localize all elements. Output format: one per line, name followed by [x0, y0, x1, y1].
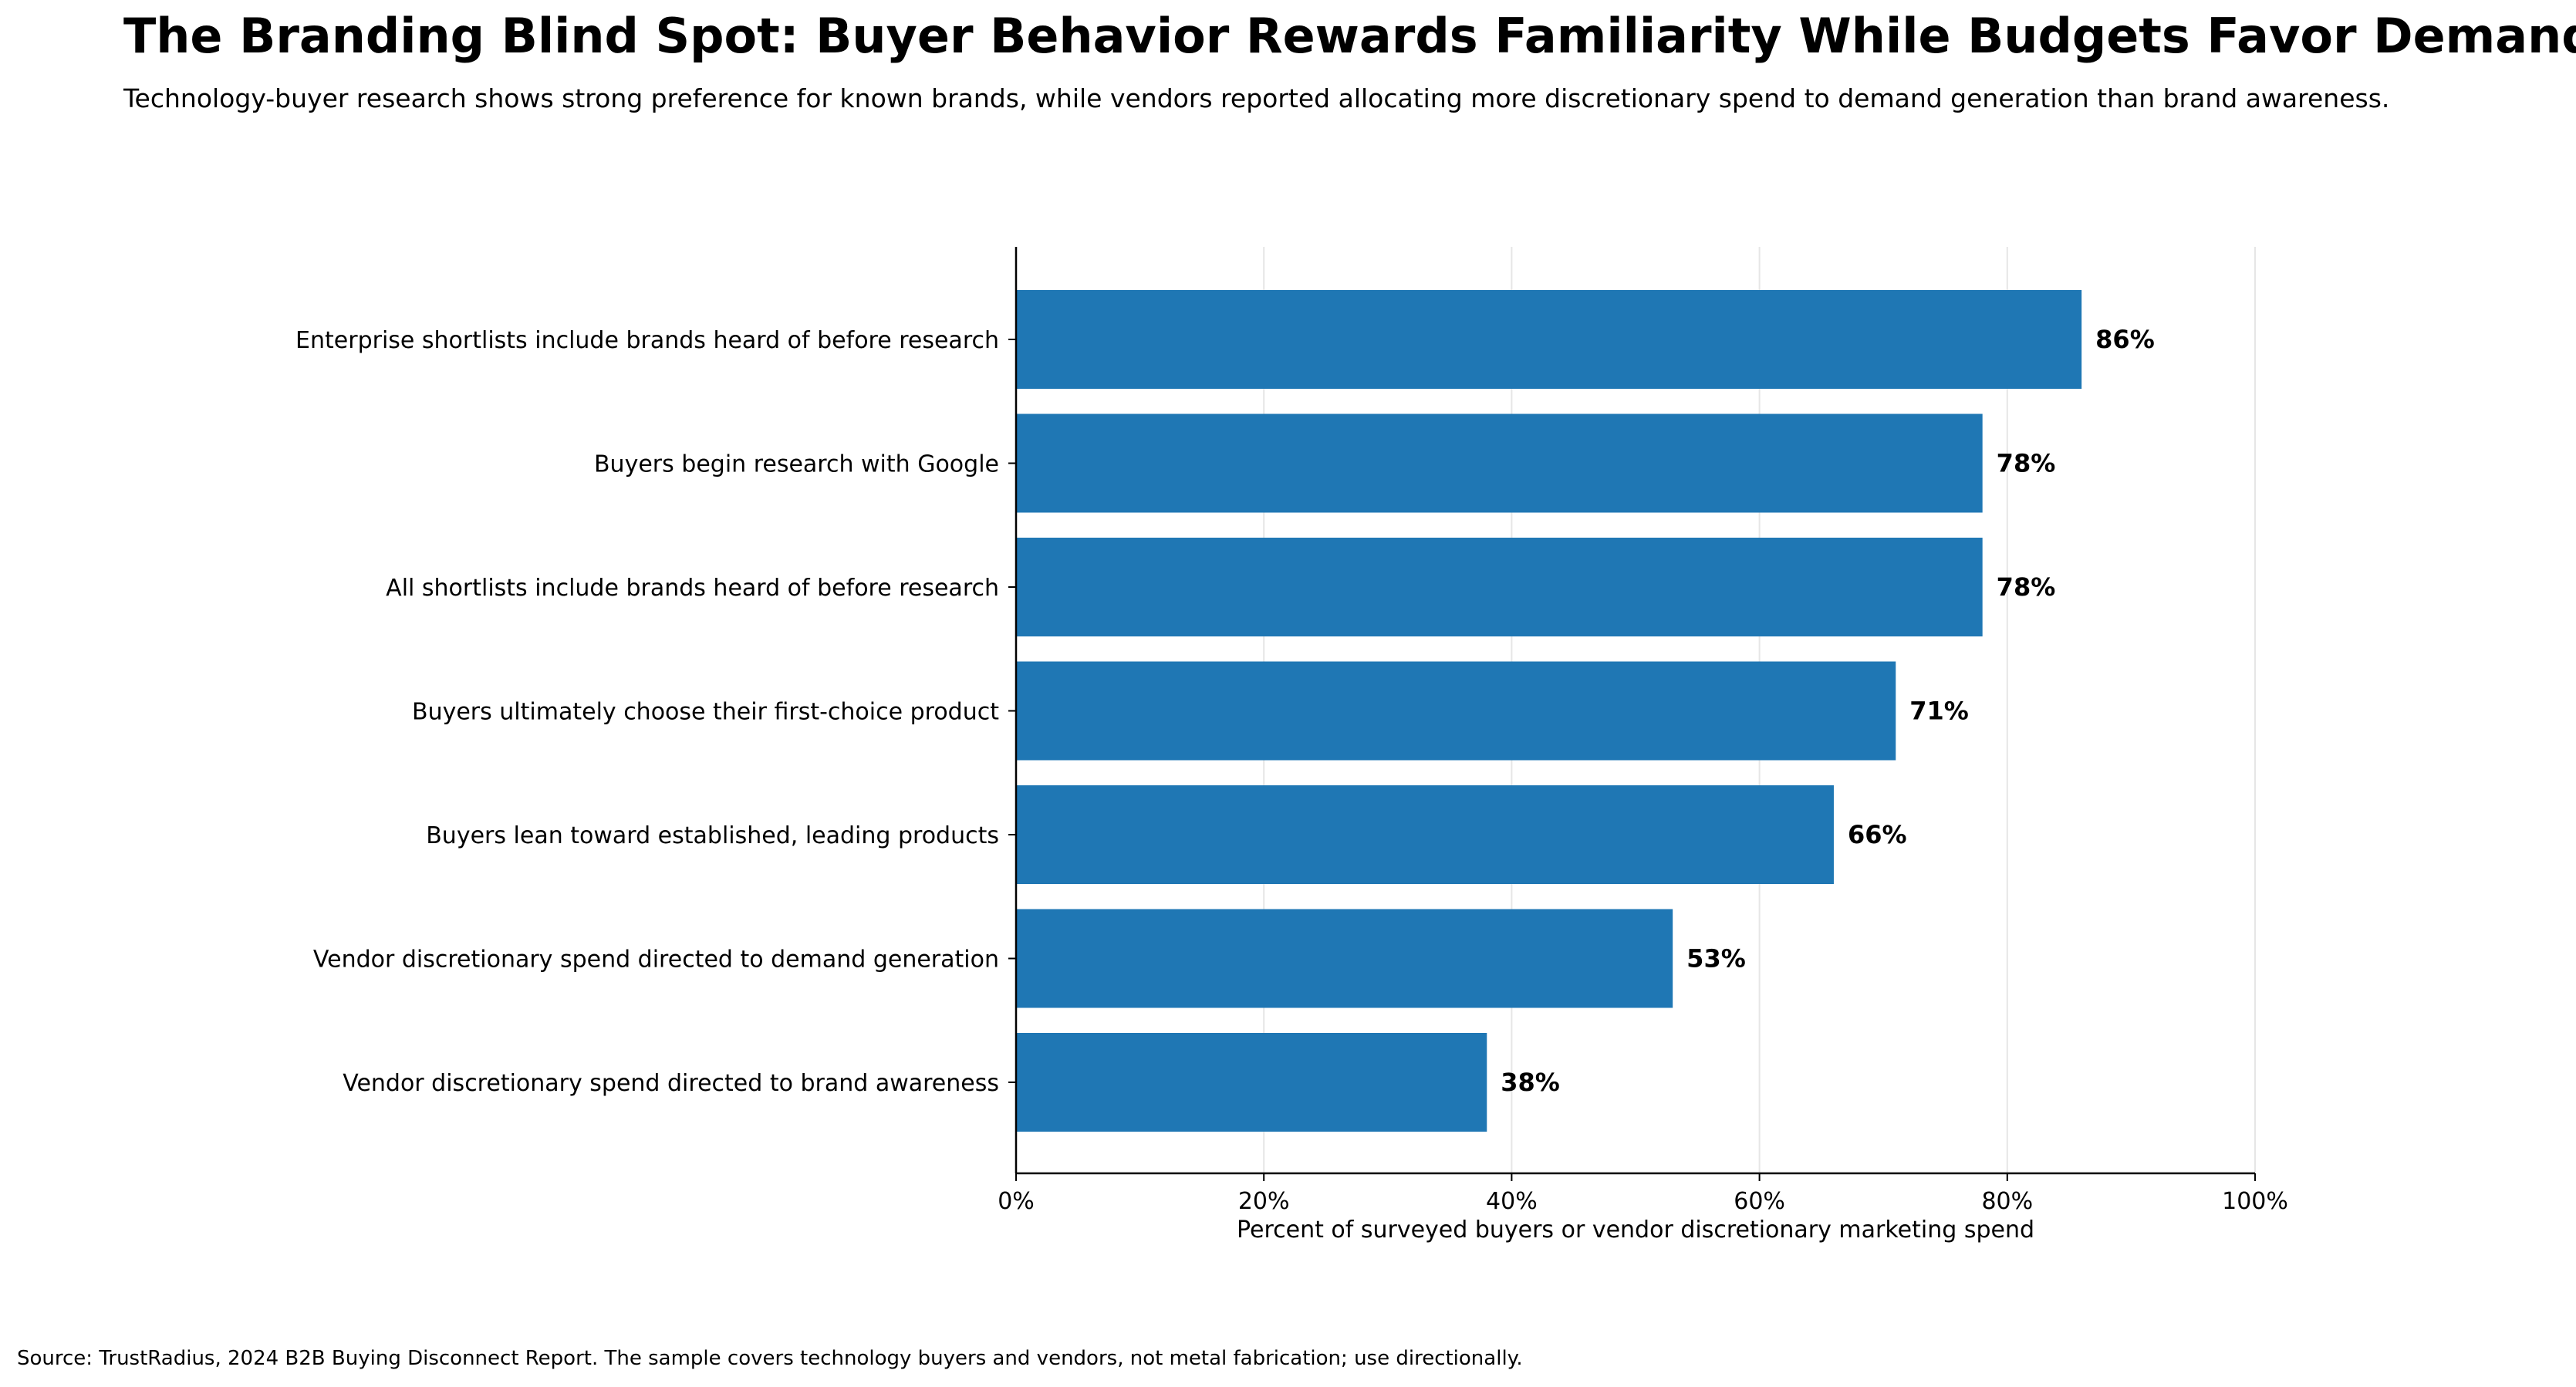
bars — [1016, 290, 2082, 1132]
category-label: Buyers begin research with Google — [594, 451, 999, 478]
category-label: Buyers lean toward established, leading … — [426, 822, 999, 849]
bar — [1016, 909, 1673, 1008]
data-label: 78% — [1997, 572, 2056, 602]
data-label: 78% — [1997, 449, 2056, 478]
y-axis: Enterprise shortlists include brands hea… — [295, 247, 1018, 1173]
category-label: Enterprise shortlists include brands hea… — [295, 327, 999, 354]
x-tick-label: 20% — [1238, 1188, 1290, 1215]
bar — [1016, 661, 1896, 761]
x-axis: 0% 20% 40% 60% 80% 100% — [998, 1172, 2288, 1215]
bar — [1016, 290, 2082, 389]
x-tick-label: 40% — [1486, 1188, 1538, 1215]
bar — [1016, 413, 1983, 513]
bar — [1016, 785, 1834, 884]
category-label: All shortlists include brands heard of b… — [386, 575, 999, 602]
x-tick-label: 0% — [998, 1188, 1035, 1215]
data-label: 66% — [1848, 820, 1907, 849]
bar — [1016, 538, 1983, 636]
category-label: Vendor discretionary spend directed to b… — [343, 1070, 999, 1097]
chart-subtitle: Technology-buyer research shows strong p… — [123, 83, 2390, 113]
data-labels: 86% 78% 78% 71% 66% 53% 38% — [1501, 325, 2154, 1097]
data-label: 38% — [1501, 1068, 1560, 1097]
source-note: Source: TrustRadius, 2024 B2B Buying Dis… — [17, 1347, 1523, 1370]
chart-title: The Branding Blind Spot: Buyer Behavior … — [123, 8, 2576, 64]
data-label: 71% — [1909, 697, 1969, 726]
x-tick-label: 100% — [2222, 1188, 2288, 1215]
data-label: 53% — [1686, 944, 1746, 974]
data-label: 86% — [2095, 325, 2155, 354]
category-label: Buyers ultimately choose their first-cho… — [412, 699, 999, 726]
bar — [1016, 1033, 1487, 1132]
x-tick-label: 80% — [1981, 1188, 2033, 1215]
x-axis-label: Percent of surveyed buyers or vendor dis… — [1237, 1217, 2034, 1244]
x-tick-label: 60% — [1734, 1188, 1785, 1215]
category-label: Vendor discretionary spend directed to d… — [313, 947, 999, 974]
